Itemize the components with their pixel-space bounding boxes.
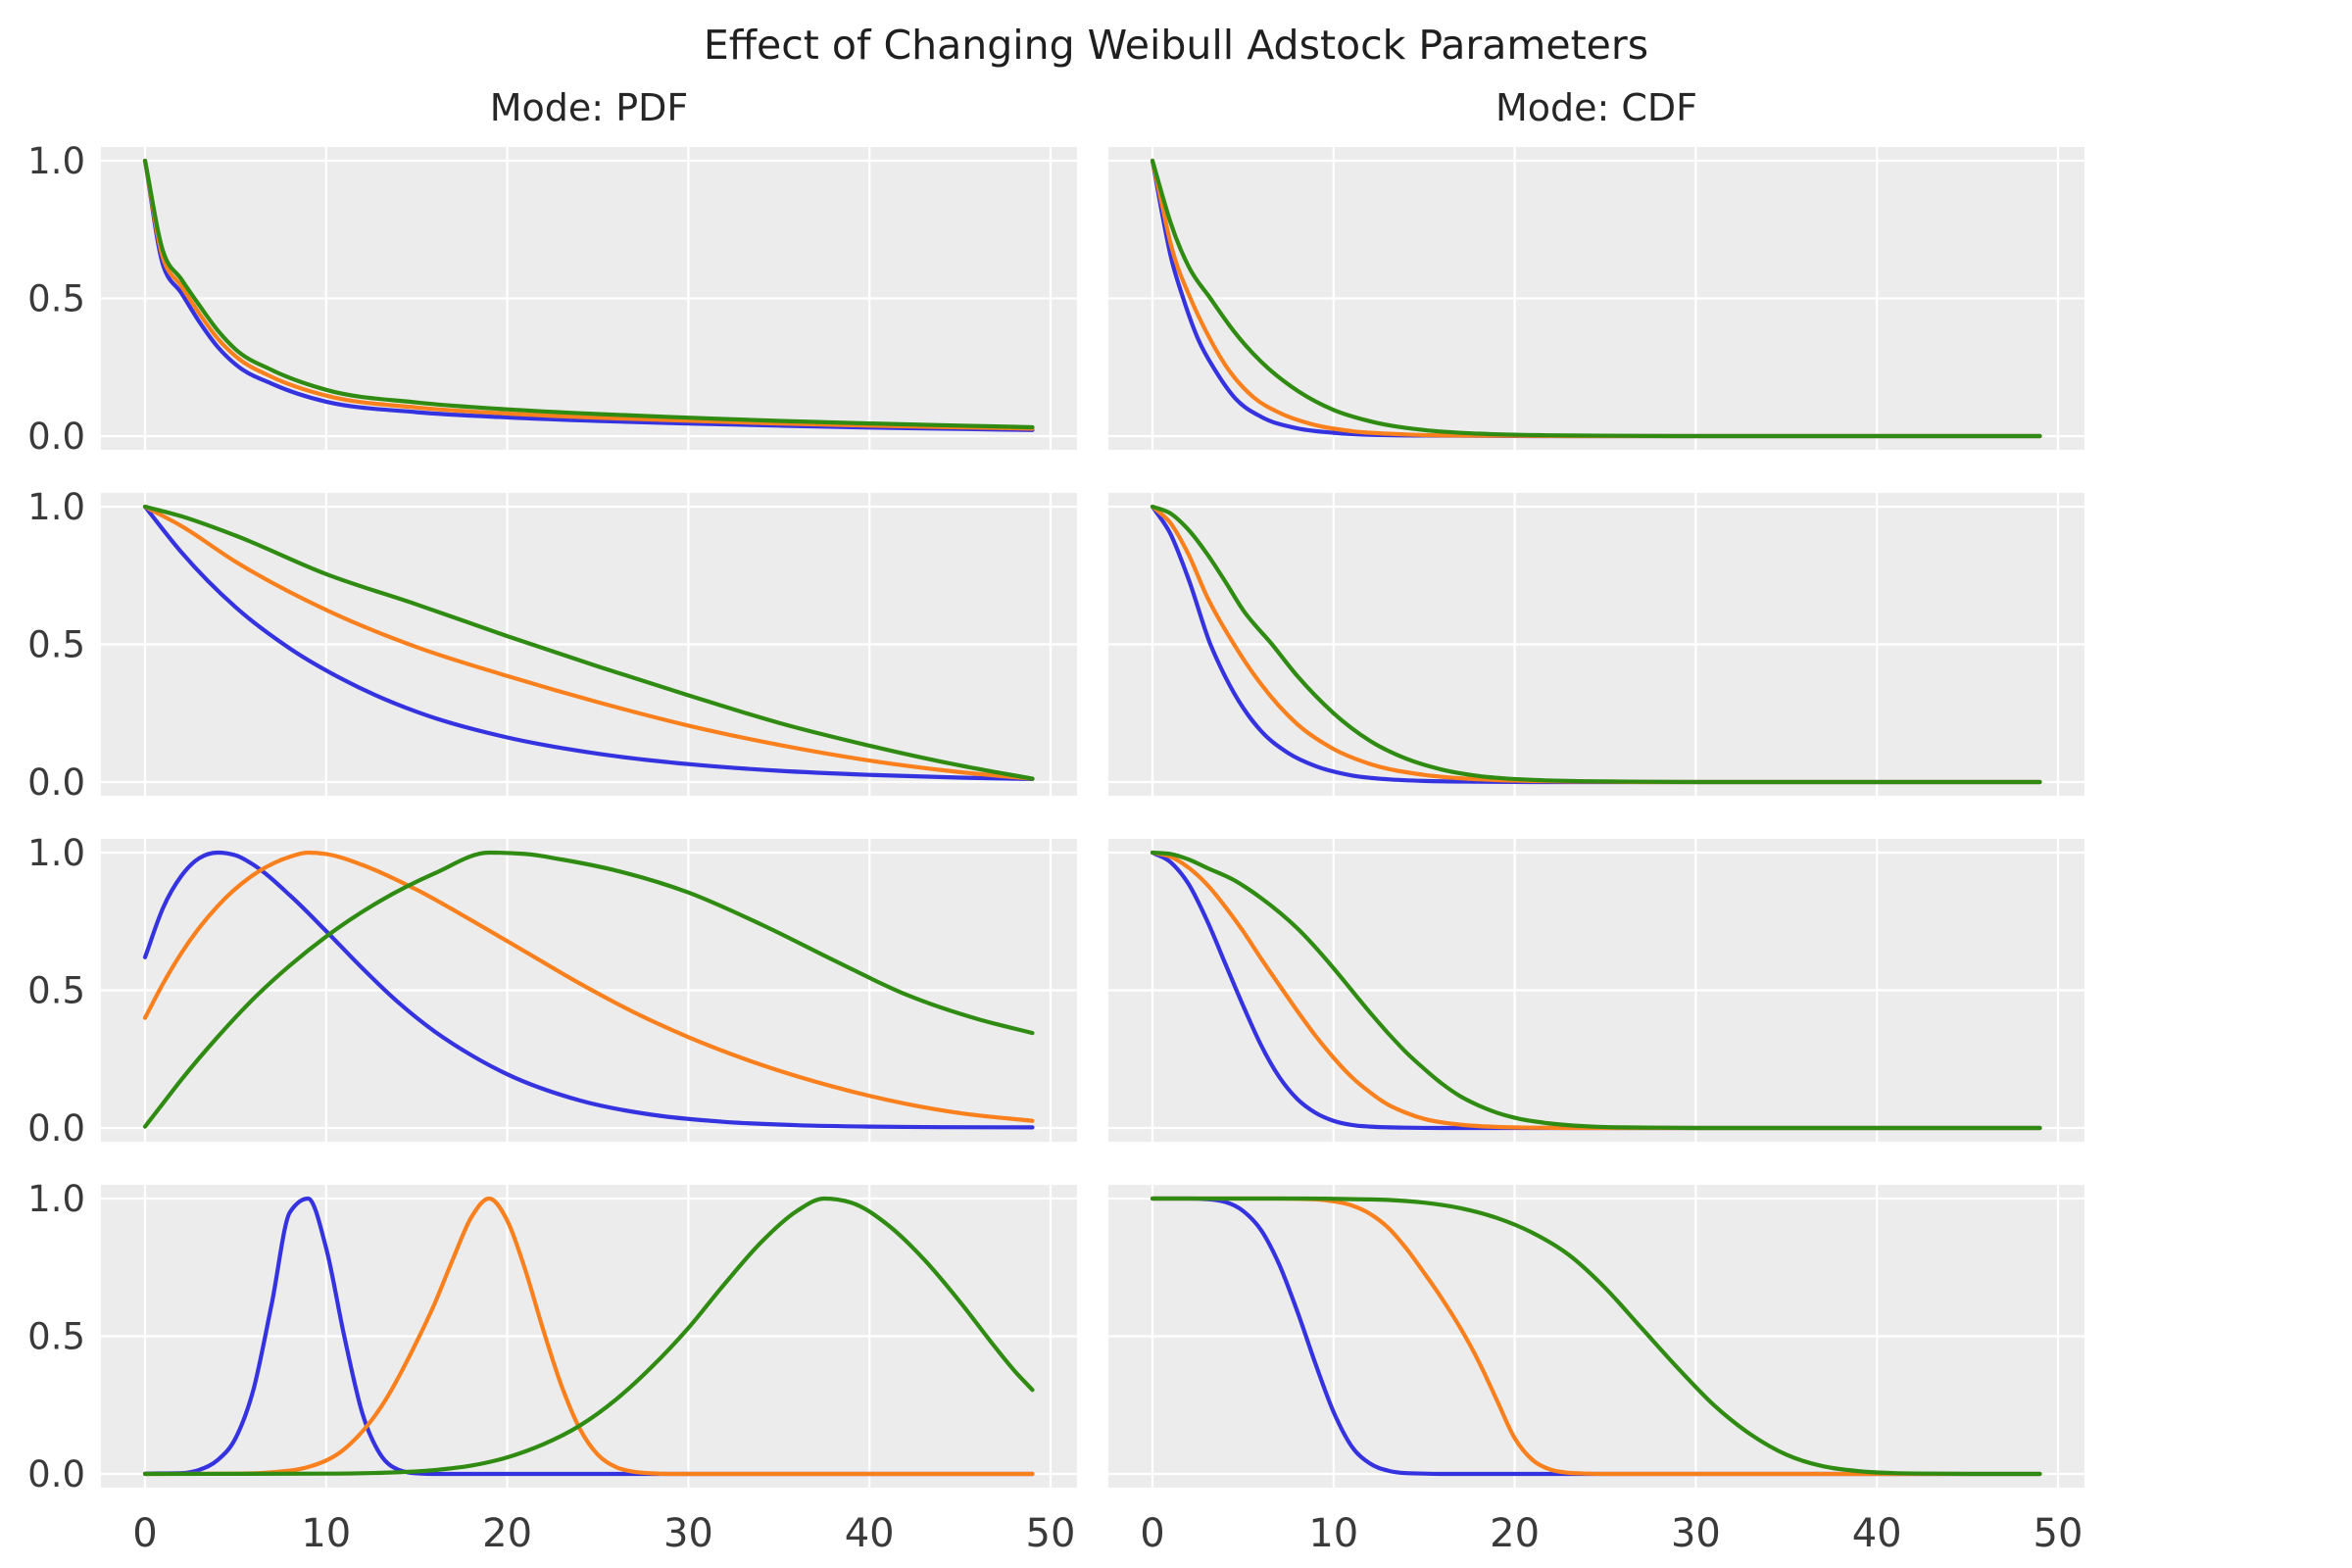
y-tick-label: 0.5 [27, 278, 85, 320]
x-tick-label: 50 [1026, 1511, 1076, 1556]
curve-blue-subplot-cdf-row3 [1150, 850, 2042, 1131]
curve-orange-subplot-pdf-row4 [142, 1196, 1035, 1477]
y-tick-label: 0.0 [27, 416, 85, 458]
curve-green-subplot-cdf-row2 [1150, 504, 2042, 785]
curve-blue-subplot-pdf-row4 [142, 1196, 1035, 1477]
x-tick-label: 30 [663, 1511, 713, 1556]
curve-green-subplot-pdf-row2 [142, 504, 1035, 781]
x-tick-label: 0 [132, 1511, 157, 1556]
column-title-pdf: Mode: PDF [489, 86, 689, 129]
y-tick-label: 0.5 [27, 1316, 85, 1358]
x-tick-label: 20 [1490, 1511, 1540, 1556]
curve-blue-subplot-pdf-row3 [142, 850, 1035, 1130]
curve-orange-subplot-cdf-row3 [1150, 850, 2042, 1131]
curve-green-subplot-cdf-row3 [1150, 850, 2042, 1131]
x-tick-label: 10 [1308, 1511, 1358, 1556]
y-tick-label: 0.5 [27, 970, 85, 1012]
x-tick-label: 50 [2034, 1511, 2083, 1556]
y-tick-label: 0.0 [27, 1453, 85, 1495]
x-tick-label: 40 [1852, 1511, 1902, 1556]
curve-blue-subplot-cdf-row4 [1150, 1196, 2042, 1477]
curve-green-subplot-pdf-row1 [142, 158, 1035, 430]
curve-orange-subplot-cdf-row4 [1150, 1196, 2042, 1477]
curve-orange-subplot-pdf-row1 [142, 158, 1035, 431]
y-tick-label: 1.0 [27, 140, 85, 182]
curve-blue-subplot-pdf-row1 [142, 158, 1035, 432]
curve-orange-subplot-pdf-row3 [142, 850, 1035, 1123]
y-tick-label: 1.0 [27, 832, 85, 874]
curve-green-subplot-cdf-row4 [1150, 1196, 2042, 1477]
curve-green-subplot-pdf-row3 [142, 850, 1035, 1129]
curve-orange-subplot-pdf-row2 [142, 504, 1035, 781]
y-tick-label: 1.0 [27, 1178, 85, 1220]
figure-title: Effect of Changing Weibull Adstock Param… [703, 22, 1649, 69]
y-tick-label: 1.0 [27, 486, 85, 528]
x-tick-label: 10 [301, 1511, 351, 1556]
curve-green-subplot-pdf-row4 [142, 1196, 1035, 1477]
x-tick-label: 0 [1140, 1511, 1164, 1556]
x-tick-label: 40 [845, 1511, 895, 1556]
column-title-cdf: Mode: CDF [1494, 86, 1698, 129]
y-tick-label: 0.5 [27, 624, 85, 666]
curve-blue-subplot-pdf-row2 [142, 504, 1035, 781]
y-tick-label: 0.0 [27, 761, 85, 804]
x-tick-label: 20 [482, 1511, 532, 1556]
curve-green-subplot-cdf-row1 [1150, 158, 2042, 439]
x-tick-label: 30 [1671, 1511, 1721, 1556]
y-tick-label: 0.0 [27, 1107, 85, 1150]
